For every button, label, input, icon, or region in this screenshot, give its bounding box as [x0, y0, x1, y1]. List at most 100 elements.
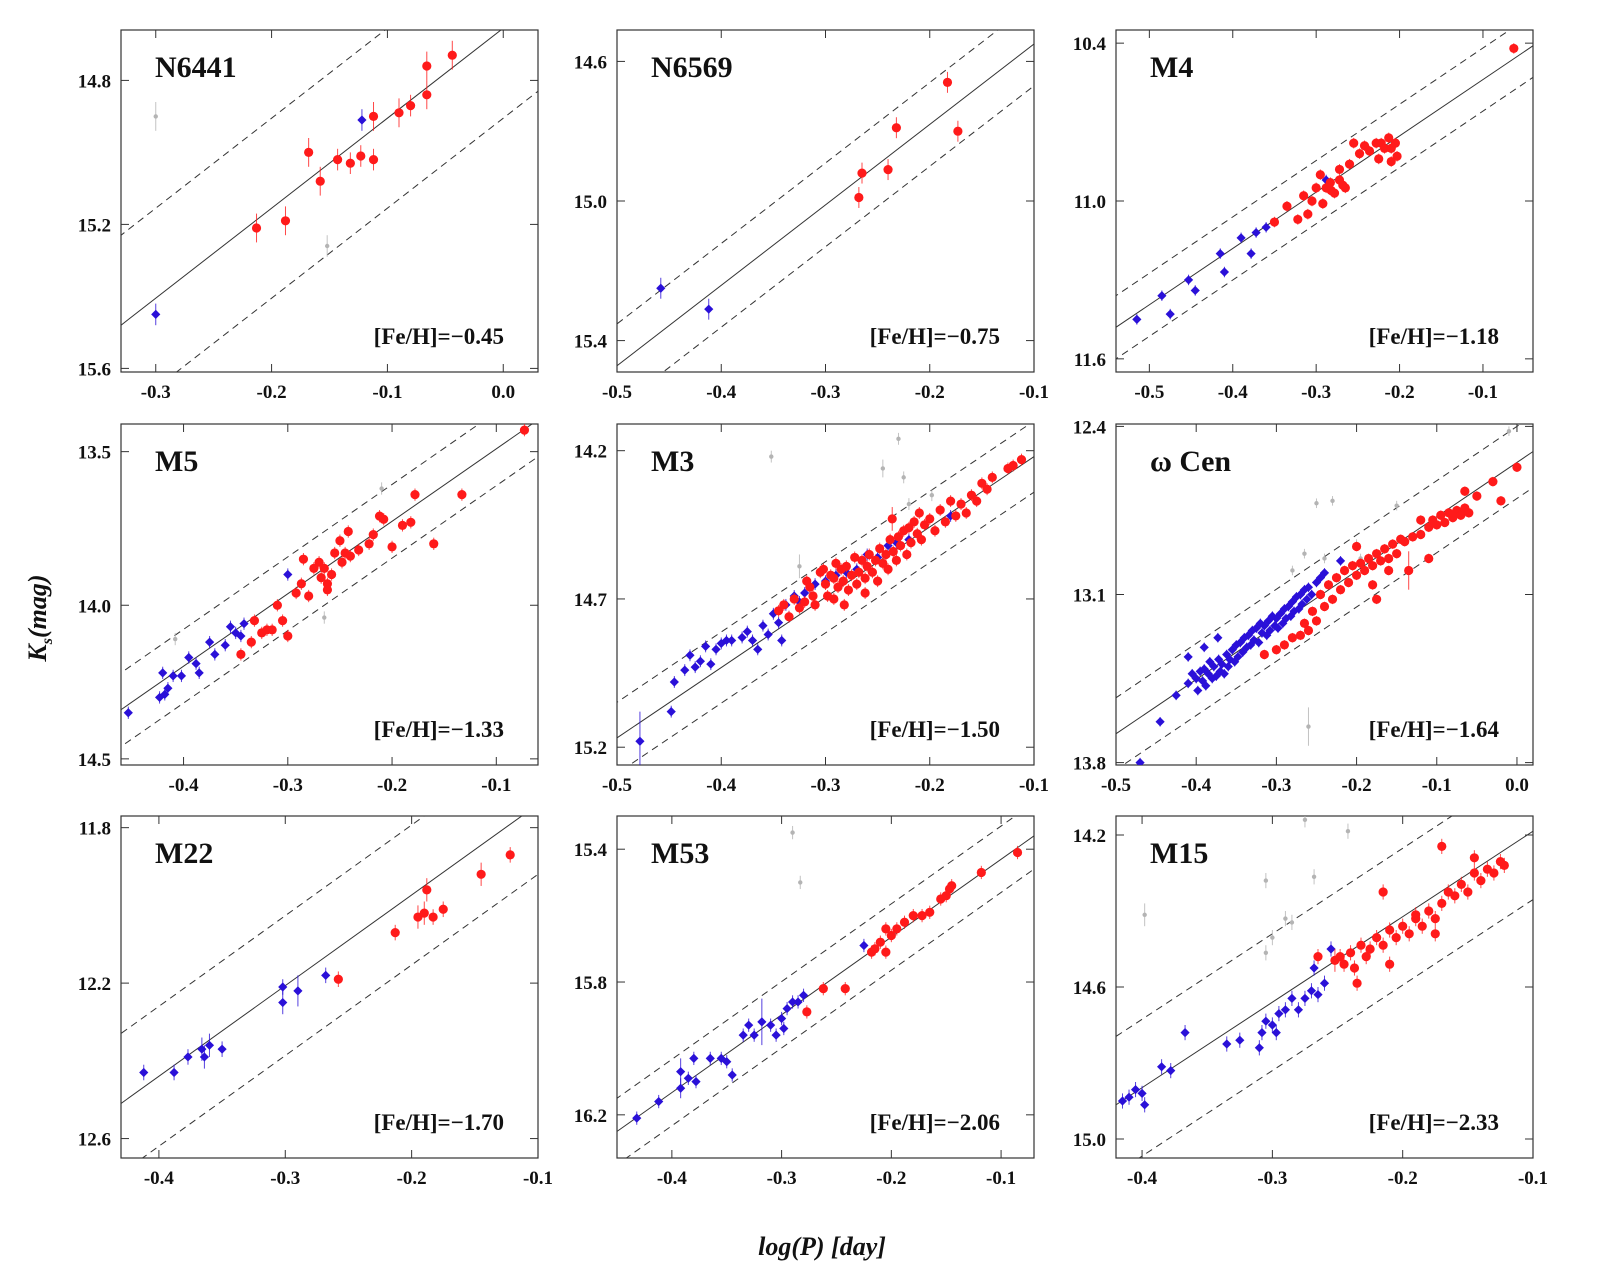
x-tick-label: -0.2	[377, 775, 407, 796]
plot-frame	[120, 815, 539, 1159]
rrab-point	[1311, 616, 1322, 626]
rrab-point	[1437, 898, 1447, 909]
rrab-point	[1293, 214, 1303, 225]
rrc-point	[1130, 1085, 1141, 1095]
excluded-point	[1302, 817, 1308, 822]
x-tick-label: -0.4	[706, 775, 737, 796]
excluded-point	[1302, 551, 1307, 556]
rrc-point	[1233, 652, 1243, 662]
rrab-point	[854, 567, 864, 577]
rrab-point	[1430, 914, 1440, 924]
rrab-point	[419, 908, 429, 918]
rrab-point	[829, 594, 839, 604]
rrab-point	[867, 567, 878, 577]
panel-5: -0.5 -0.4 -0.3 -0.2 -0.1 14.2 14.7 15.2 M3 [Fe/H]…	[574, 423, 1049, 796]
rrab-point	[368, 111, 379, 121]
y-axis-ticks: 14.6 15.0 15.4	[574, 52, 1034, 353]
rrab-point	[1509, 43, 1519, 54]
rrab-point	[899, 917, 910, 927]
rrab-point	[887, 514, 897, 524]
rrab-point	[1282, 201, 1292, 211]
rrab-point	[1424, 906, 1434, 916]
y-tick-label: 14.5	[78, 750, 111, 771]
excluded-point	[906, 501, 912, 507]
rrab-point	[1351, 570, 1362, 580]
x-tick-label: -0.4	[706, 382, 737, 403]
plot-content	[1116, 816, 1533, 1158]
rrab-point	[873, 576, 883, 586]
rrc-point	[1319, 568, 1330, 578]
excluded-point	[153, 114, 158, 119]
series-rrc	[1135, 556, 1346, 765]
x-tick-label: 0.0	[1505, 775, 1529, 796]
rrc-point	[357, 115, 367, 125]
rrc-point	[777, 1013, 787, 1024]
fit-line	[121, 816, 523, 1105]
rrc-point	[231, 628, 241, 638]
rrab-point	[394, 108, 404, 118]
rrab-point	[326, 569, 337, 580]
rrc-point	[1307, 589, 1317, 600]
metallicity-label: [Fe/H]=−2.33	[1369, 1110, 1499, 1135]
metallicity-label: [Fe/H]=−1.50	[870, 717, 1000, 742]
series-excluded	[769, 432, 935, 579]
rrab-point	[1361, 952, 1371, 962]
plot-content	[617, 424, 1034, 765]
rrab-point	[519, 425, 530, 435]
rrc-point	[283, 569, 293, 580]
rrab-point	[831, 558, 841, 568]
panel-title: M5	[155, 445, 198, 478]
rrc-point	[859, 940, 869, 951]
rrc-point	[711, 644, 721, 654]
x-tick-label: -0.2	[1342, 775, 1372, 796]
rrc-point	[683, 1073, 693, 1083]
y-axis-title: Ks(mag)	[23, 574, 56, 662]
rrab-point	[1380, 544, 1390, 554]
rrab-point	[864, 549, 874, 560]
rrab-point	[1347, 561, 1358, 571]
rrab-point	[881, 924, 891, 934]
x-axis-ticks: -0.5 -0.4 -0.3 -0.2 -0.1	[602, 30, 1049, 403]
rrab-point	[1378, 940, 1388, 950]
plot-content	[617, 30, 1034, 372]
rrab-point	[1279, 640, 1290, 650]
series-excluded	[790, 825, 803, 890]
y-tick-label: 14.7	[574, 590, 608, 611]
rrab-point	[942, 77, 953, 87]
rrab-point	[280, 216, 291, 226]
rrc-point	[1309, 963, 1319, 973]
rrc-point	[239, 619, 249, 629]
metallicity-label: [Fe/H]=−1.64	[1369, 717, 1500, 742]
rrab-point	[902, 549, 912, 560]
rrab-point	[283, 631, 293, 641]
x-tick-label: -0.1	[1468, 382, 1498, 403]
rrab-point	[272, 600, 282, 610]
rrab-point	[291, 588, 301, 598]
y-tick-label: 10.4	[1073, 34, 1107, 55]
rrab-point	[1287, 633, 1298, 643]
plot-content	[121, 424, 538, 748]
series-rrab	[802, 845, 1023, 1019]
rrab-point	[883, 564, 893, 574]
rrab-point	[936, 894, 946, 904]
plot-content	[121, 30, 538, 372]
upper-bound-line	[617, 816, 1017, 1099]
excluded-point	[1330, 498, 1335, 504]
fit-line	[617, 835, 1034, 1133]
rrc-point	[782, 1003, 792, 1014]
x-tick-label: -0.2	[1388, 1168, 1418, 1189]
rrab-point	[1384, 565, 1394, 576]
rrc-point	[1303, 582, 1314, 592]
rrc-point	[199, 1052, 209, 1062]
panel-8: -0.4 -0.3 -0.2 -0.1 15.4 15.8 16.2 M53 [Fe/H]=−2…	[574, 815, 1035, 1189]
rrc-point	[744, 1020, 754, 1030]
y-tick-label: 13.8	[1073, 754, 1106, 775]
rrab-point	[930, 526, 940, 536]
rrab-point	[1008, 460, 1018, 471]
rrc-point	[168, 671, 178, 681]
rrc-point	[689, 1053, 699, 1063]
rrab-point	[422, 90, 432, 100]
rrc-point	[1195, 666, 1205, 676]
rrc-point	[1319, 978, 1330, 988]
lower-bound-line	[1116, 76, 1533, 360]
